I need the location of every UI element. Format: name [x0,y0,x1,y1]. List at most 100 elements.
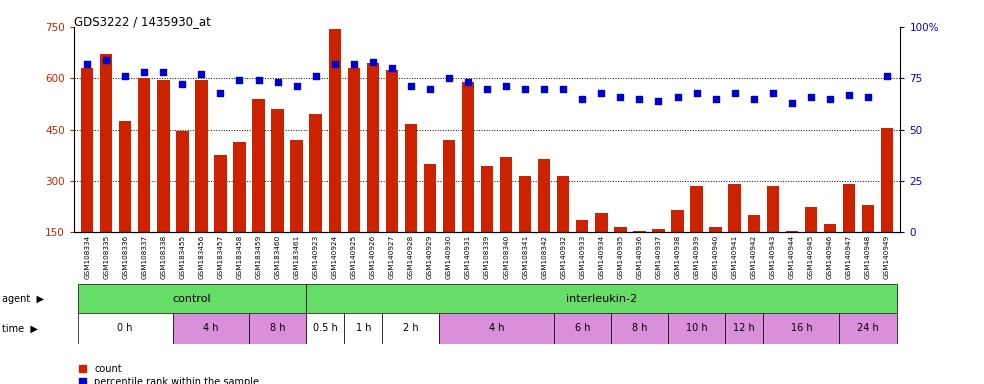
Point [555,85,571,91]
Point [327,61,342,67]
Text: 12 h: 12 h [733,323,755,333]
Point [498,83,514,89]
Text: 8 h: 8 h [270,323,285,333]
Bar [249,313,306,344]
Text: 16 h: 16 h [790,323,812,333]
Bar [100,54,112,232]
Bar [709,227,722,232]
Bar [81,68,93,232]
Point [384,65,400,71]
Text: 24 h: 24 h [857,323,879,333]
Point [727,89,743,96]
Point [784,100,800,106]
Text: time  ▶: time ▶ [2,323,37,333]
Bar [576,220,588,232]
Bar [839,313,896,344]
Bar [554,313,611,344]
Point [461,79,476,85]
Point [80,61,95,67]
Bar [725,313,764,344]
Point [365,59,381,65]
Point [707,96,723,102]
Bar [764,313,839,344]
Text: 10 h: 10 h [686,323,707,333]
Bar [310,114,322,232]
Point [288,83,304,89]
Point [155,69,171,75]
Bar [386,70,399,232]
Point [879,73,894,79]
Legend: count, percentile rank within the sample: count, percentile rank within the sample [79,364,259,384]
Text: 1 h: 1 h [355,323,371,333]
Point [117,73,133,79]
Bar [383,313,440,344]
Bar [215,155,226,232]
Point [822,96,837,102]
Bar [347,68,360,232]
Point [213,89,228,96]
Bar [461,82,474,232]
Point [403,83,419,89]
Text: 4 h: 4 h [489,323,505,333]
Bar [306,284,896,313]
Point [841,92,857,98]
Bar [652,229,664,232]
Bar [862,205,874,232]
Text: control: control [172,293,212,304]
Bar [176,131,189,232]
Point [575,96,590,102]
Bar [538,159,550,232]
Point [137,69,153,75]
Point [860,94,876,100]
Bar [634,231,646,232]
Point [270,79,285,85]
Bar [767,186,779,232]
Bar [195,80,208,232]
Bar [157,80,169,232]
Point [650,98,666,104]
Text: 6 h: 6 h [575,323,590,333]
Point [518,85,533,91]
Bar [614,227,627,232]
Bar [138,78,151,232]
Bar [306,313,344,344]
Point [194,71,210,77]
Bar [119,121,132,232]
Point [231,77,247,83]
Point [612,94,628,100]
Bar [842,184,855,232]
Point [346,61,362,67]
Bar [367,63,379,232]
Point [479,85,495,91]
Bar [748,215,760,232]
Bar [611,313,668,344]
Bar [233,142,246,232]
Bar [785,231,798,232]
Bar [440,313,554,344]
Point [689,89,705,96]
Text: interleukin-2: interleukin-2 [566,293,637,304]
Bar [500,157,513,232]
Text: 0.5 h: 0.5 h [313,323,338,333]
Bar [481,166,493,232]
Bar [272,109,283,232]
Bar [443,140,456,232]
Bar [404,124,417,232]
Bar [824,224,836,232]
Bar [78,313,173,344]
Point [98,57,114,63]
Text: 0 h: 0 h [117,323,133,333]
Bar [668,313,725,344]
Point [536,85,552,91]
Bar [805,207,817,232]
Bar [671,210,684,232]
Bar [881,128,893,232]
Point [765,89,780,96]
Text: GDS3222 / 1435930_at: GDS3222 / 1435930_at [74,15,211,28]
Bar [290,140,303,232]
Point [593,89,609,96]
Bar [173,313,249,344]
Bar [329,28,340,232]
Point [441,75,457,81]
Bar [519,176,531,232]
